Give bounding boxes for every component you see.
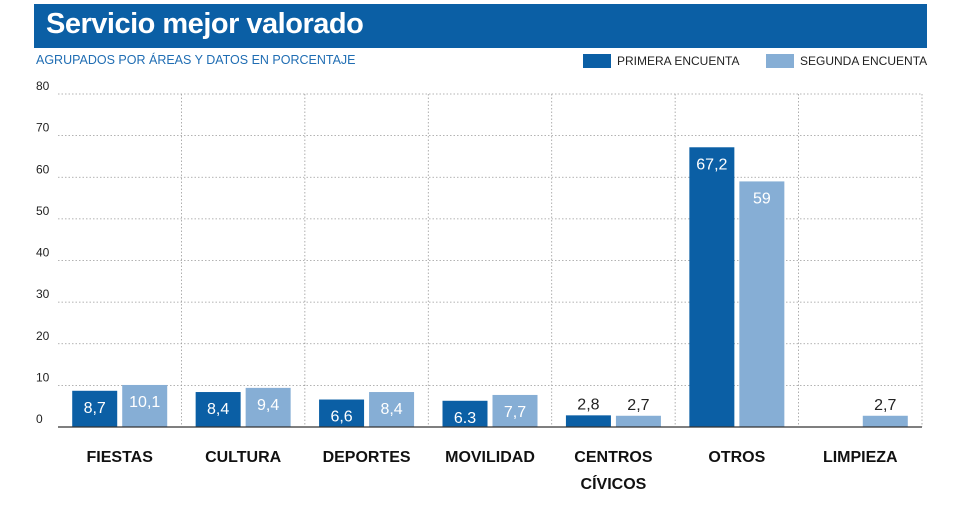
- bar-primera-3: [442, 400, 488, 427]
- bar-primera-5: [689, 147, 735, 427]
- data-label-segunda-5: 59: [753, 190, 771, 207]
- bar-segunda-2: [369, 392, 415, 427]
- category-label-5-0: OTROS: [708, 449, 765, 466]
- data-label-primera-1: 8,4: [207, 401, 229, 418]
- data-label-primera-2: 6,6: [330, 409, 352, 426]
- legend-label-segunda: SEGUNDA ENCUENTA: [800, 54, 928, 68]
- bar-primera-1: [195, 392, 241, 427]
- bar-primera-0: [72, 390, 118, 427]
- data-label-segunda-2: 8,4: [380, 401, 402, 418]
- category-label-4-1: CÍVICOS: [581, 474, 647, 493]
- legend-label-primera: PRIMERA ENCUENTA: [617, 54, 740, 68]
- y-tick-label-70: 70: [36, 121, 50, 135]
- y-tick-label-0: 0: [36, 412, 43, 426]
- legend-item-segunda: SEGUNDA ENCUENTA: [766, 54, 927, 68]
- data-label-segunda-0: 10,1: [129, 394, 160, 411]
- category-label-1-0: CULTURA: [205, 449, 282, 466]
- bar-primera-4: [565, 415, 611, 427]
- bar-segunda-6: [862, 415, 908, 427]
- y-tick-label-30: 30: [36, 287, 50, 301]
- category-label-6-0: LIMPIEZA: [823, 449, 898, 466]
- category-label-4-0: CENTROS: [574, 449, 653, 466]
- chart-subtitle: AGRUPADOS POR ÁREAS Y DATOS EN PORCENTAJ…: [36, 53, 356, 67]
- y-tick-label-50: 50: [36, 204, 50, 218]
- data-label-segunda-6: 2,7: [874, 397, 896, 414]
- bar-segunda-0: [122, 384, 168, 427]
- y-tick-label-60: 60: [36, 162, 50, 176]
- y-tick-label-20: 20: [36, 329, 50, 343]
- y-tick-label-80: 80: [36, 79, 50, 93]
- chart-title: Servicio mejor valorado: [46, 8, 364, 40]
- bar-segunda-5: [739, 181, 785, 427]
- y-tick-label-40: 40: [36, 246, 50, 260]
- data-label-segunda-4: 2,7: [627, 397, 649, 414]
- data-label-segunda-3: 7,7: [504, 404, 526, 421]
- category-label-3-0: MOVILIDAD: [445, 449, 535, 466]
- bar-segunda-3: [492, 394, 538, 427]
- data-label-primera-3: 6.3: [454, 410, 476, 427]
- legend-swatch-segunda: [766, 54, 794, 68]
- data-label-primera-4: 2,8: [577, 396, 599, 413]
- bar-segunda-4: [615, 415, 661, 427]
- data-label-primera-0: 8,7: [84, 400, 106, 417]
- bar-segunda-1: [245, 387, 291, 427]
- data-label-primera-5: 67,2: [696, 156, 727, 173]
- bar-primera-2: [319, 399, 365, 427]
- title-bar: Servicio mejor valorado: [34, 4, 927, 48]
- category-label-0-0: FIESTAS: [87, 449, 154, 466]
- category-label-2-0: DEPORTES: [323, 449, 411, 466]
- y-tick-label-10: 10: [36, 370, 50, 384]
- legend-swatch-primera: [583, 54, 611, 68]
- legend-item-primera: PRIMERA ENCUENTA: [583, 54, 739, 68]
- data-label-segunda-1: 9,4: [257, 397, 279, 414]
